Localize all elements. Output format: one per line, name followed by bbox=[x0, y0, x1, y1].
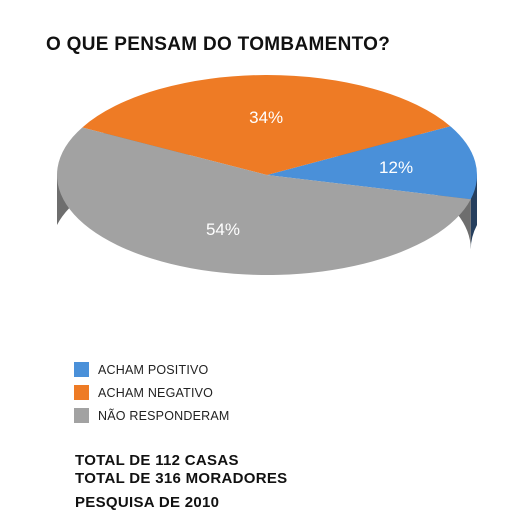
legend-swatch-nao-responderam bbox=[74, 408, 89, 423]
legend-swatch-positivo bbox=[74, 362, 89, 377]
pie-label-nao-responderam: 54% bbox=[206, 220, 240, 239]
pie-label-positivo: 12% bbox=[379, 158, 413, 177]
legend-item-nao-responderam: NÃO RESPONDERAM bbox=[74, 404, 230, 427]
pie-label-negativo: 34% bbox=[249, 108, 283, 127]
pie-slice-positivo bbox=[267, 126, 477, 200]
legend-label-negativo: ACHAM NEGATIVO bbox=[98, 385, 214, 400]
footer-pesquisa: PESQUISA DE 2010 bbox=[75, 494, 220, 511]
legend-label-nao-responderam: NÃO RESPONDERAM bbox=[98, 408, 230, 423]
legend-label-positivo: ACHAM POSITIVO bbox=[98, 362, 209, 377]
footer-total-casas: TOTAL DE 112 CASAS bbox=[75, 452, 239, 469]
footer-notes: TOTAL DE 112 CASAS TOTAL DE 316 MORADORE… bbox=[75, 452, 287, 512]
chart-title: O QUE PENSAM DO TOMBAMENTO? bbox=[46, 34, 391, 55]
legend: ACHAM POSITIVO ACHAM NEGATIVO NÃO RESPON… bbox=[74, 358, 230, 427]
pie-chart: 12% 34% 54% bbox=[57, 74, 477, 275]
legend-item-positivo: ACHAM POSITIVO bbox=[74, 358, 230, 381]
pie-slice-nao-responderam bbox=[57, 127, 471, 275]
pie-slice-negativo bbox=[82, 74, 451, 175]
legend-swatch-negativo bbox=[74, 385, 89, 400]
footer-total-moradores: TOTAL DE 316 MORADORES bbox=[75, 470, 288, 487]
legend-item-negativo: ACHAM NEGATIVO bbox=[74, 381, 230, 404]
